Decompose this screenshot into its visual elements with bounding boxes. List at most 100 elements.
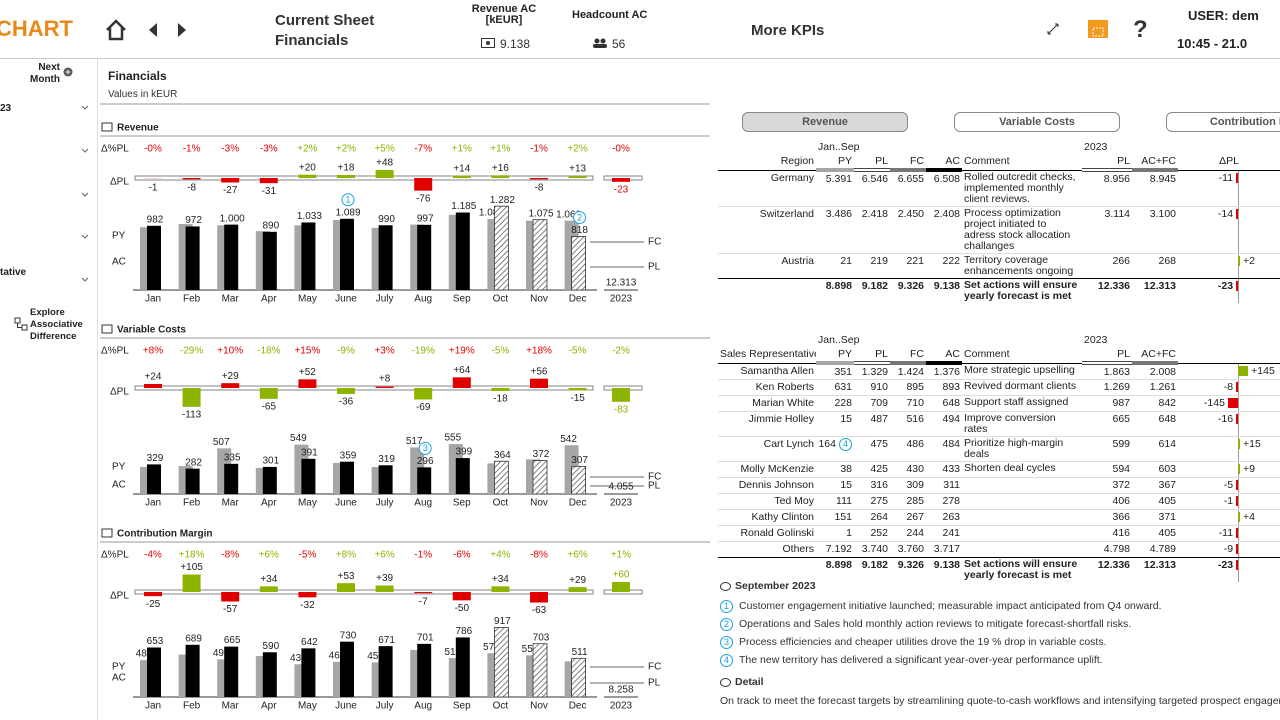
delta-pct-label: -5% (299, 550, 317, 561)
chevrons[interactable] (80, 101, 92, 291)
line-label: PL (648, 678, 661, 689)
tab[interactable]: Variable Costs (954, 112, 1120, 132)
sheet-label[interactable]: Current Sheet (275, 12, 375, 29)
ac-bar (532, 460, 548, 495)
detail-text: On track to meet the forecast targets by… (720, 695, 1280, 707)
explore[interactable]: Explore Associative Difference (30, 307, 83, 342)
cell: 6.508 (926, 169, 963, 206)
ac-label: 701 (417, 633, 434, 644)
cell: Dennis Johnson (718, 477, 816, 494)
comment-text: The new territory has delivered a signif… (739, 654, 1103, 666)
delta-bar (1238, 464, 1241, 474)
x-tick-label: Feb (183, 294, 201, 305)
column-header: ΔPL (1178, 154, 1280, 171)
ac-bar (262, 466, 277, 494)
cell: 2.418 (854, 205, 890, 253)
ac-bar (224, 463, 239, 494)
ac-bar (532, 219, 548, 291)
ac-bar (455, 637, 470, 697)
ac-label: 1.282 (490, 195, 515, 206)
toolbar-icons[interactable] (1044, 20, 1114, 60)
table-row: Ted Moy 111 275 285 278 406 405 -1 (718, 493, 1280, 510)
spacer (962, 333, 1082, 347)
delta-bar (259, 586, 278, 592)
cell: 416 (1082, 525, 1133, 542)
delta-pl-label: +34 (260, 574, 277, 585)
cell: Ronald Golinski (718, 525, 816, 542)
home-icon[interactable] (106, 19, 126, 41)
ac-bar (571, 465, 586, 495)
delta-pl-label: -31 (262, 186, 277, 197)
cell: 263 (926, 509, 963, 526)
financials-title: Financials (108, 69, 167, 83)
column-header: PY (816, 347, 854, 365)
ac-label: 671 (378, 635, 395, 646)
ac-label: 335 (224, 452, 241, 463)
ac-label: 890 (262, 220, 279, 231)
cell: 648 (1132, 411, 1179, 437)
ac-bar (571, 657, 586, 698)
delta-axis (1238, 278, 1240, 303)
ac-label: 990 (378, 214, 395, 225)
cell: Samantha Allen (718, 362, 816, 380)
marker-circle (341, 193, 355, 207)
cell: 222 (926, 252, 963, 278)
ac-label: 818 (571, 225, 588, 236)
delta-pct-label: +1% (490, 144, 510, 155)
delta-bar (221, 383, 240, 388)
nav-icons[interactable] (105, 18, 195, 42)
delta-pl-label: -113 (182, 409, 202, 420)
delta-cell: +2 (1178, 252, 1280, 278)
x-tick-label: Sep (453, 498, 471, 509)
delta-pct-label: +2% (567, 144, 587, 155)
cell: 9.182 (854, 277, 890, 303)
logo: CHART (0, 16, 73, 41)
x-tick-label: Nov (530, 294, 548, 305)
delta-axis (1238, 558, 1240, 582)
table-row: Dennis Johnson 15 316 309 311 372 367 -5 (718, 477, 1280, 494)
delta-bar (221, 592, 240, 602)
delta-pct-label: +18% (526, 346, 552, 357)
delta-pct-label: -0% (144, 144, 162, 155)
delta-pl-title: ΔPL (110, 177, 129, 188)
year: 2023 (1084, 141, 1108, 153)
cell: 219 (854, 252, 890, 278)
help[interactable]: ? (1133, 16, 1148, 43)
more-kpis[interactable]: More KPIs (751, 22, 825, 39)
marker-label: 2 (577, 212, 582, 222)
cell: 1 (816, 525, 854, 542)
select-icon (1092, 27, 1104, 37)
sheet-name[interactable]: Financials (275, 32, 349, 49)
ac-label: 590 (262, 641, 279, 652)
filter-value[interactable]: 23 (0, 103, 12, 114)
cell: Cart Lynch (718, 436, 816, 462)
cell: 15 (816, 477, 854, 494)
add-icon[interactable] (63, 67, 73, 77)
delta-pl-label: -27 (223, 185, 238, 196)
back-icon[interactable] (149, 23, 157, 37)
delta-pct-label: -5% (569, 346, 587, 357)
next-month[interactable]: Next Month (30, 62, 60, 85)
delta-bar (414, 178, 433, 191)
table-row: Switzerland 3.486 2.418 2.450 2.408 Process o… (718, 205, 1280, 253)
line-label: FC (648, 237, 661, 248)
delta-pct-label: -1% (530, 144, 548, 155)
cell: Ted Moy (718, 493, 816, 510)
tab[interactable]: Revenue (742, 112, 908, 132)
fullscreen-icon[interactable] (1047, 23, 1059, 35)
py-label: 577 (483, 642, 500, 653)
delta-pct-label: -5% (492, 346, 510, 357)
delta-bar (1236, 172, 1239, 183)
delta-pct-label: +19% (449, 346, 475, 357)
tab[interactable]: Contribution M (1166, 112, 1280, 132)
filter-value[interactable]: tative (0, 267, 27, 278)
x-tick-label: 2023 (610, 701, 633, 712)
ac-bar (378, 646, 393, 697)
delta-pct-label: +2% (297, 144, 317, 155)
delta-bar (1236, 560, 1239, 570)
forward-icon[interactable] (178, 23, 186, 37)
x-tick-label: Aug (414, 294, 432, 305)
ac-bar (262, 652, 277, 697)
delta-pl-label: -63 (532, 605, 547, 616)
